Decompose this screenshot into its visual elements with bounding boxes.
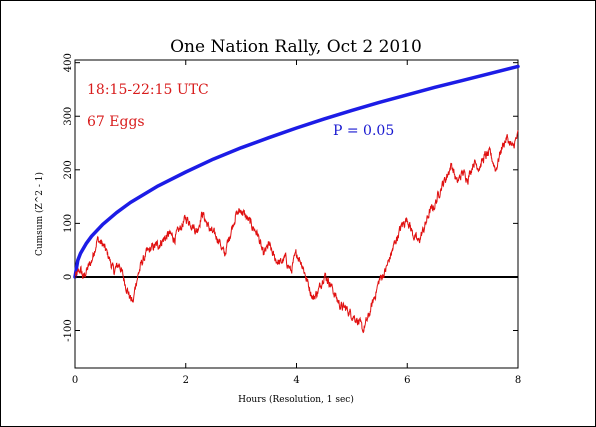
y-tick-label: 400 xyxy=(63,53,74,72)
x-tick-label: 6 xyxy=(404,375,410,386)
y-tick-label: 0 xyxy=(63,274,74,280)
axis-ticks xyxy=(74,60,519,368)
chart-title: One Nation Rally, Oct 2 2010 xyxy=(170,37,422,57)
y-tick-label: 100 xyxy=(63,214,74,233)
annotation-probability: P = 0.05 xyxy=(333,123,394,139)
series-cumulative-deviation-line xyxy=(74,130,519,334)
plot-content xyxy=(73,64,520,334)
x-tick-label: 4 xyxy=(293,375,299,386)
axis-tick-labels: 0 2 4 6 8 -100 0 100 200 300 400 xyxy=(63,53,521,386)
y-tick-label: 200 xyxy=(63,160,74,179)
y-tick-label: 300 xyxy=(63,107,74,126)
x-tick-label: 8 xyxy=(515,375,521,386)
x-axis-label: Hours (Resolution, 1 sec) xyxy=(238,394,354,405)
y-tick-label: -100 xyxy=(63,319,74,341)
x-tick-label: 2 xyxy=(183,375,189,386)
y-axis-label: Cumsum (Z^2 - 1) xyxy=(34,172,45,256)
x-tick-label: 0 xyxy=(72,375,78,386)
series-probability-envelope-line xyxy=(73,64,520,279)
plot-area xyxy=(74,59,519,369)
annotation-egg-count: 67 Eggs xyxy=(87,114,145,130)
annotation-time-range: 18:15-22:15 UTC xyxy=(87,82,209,98)
